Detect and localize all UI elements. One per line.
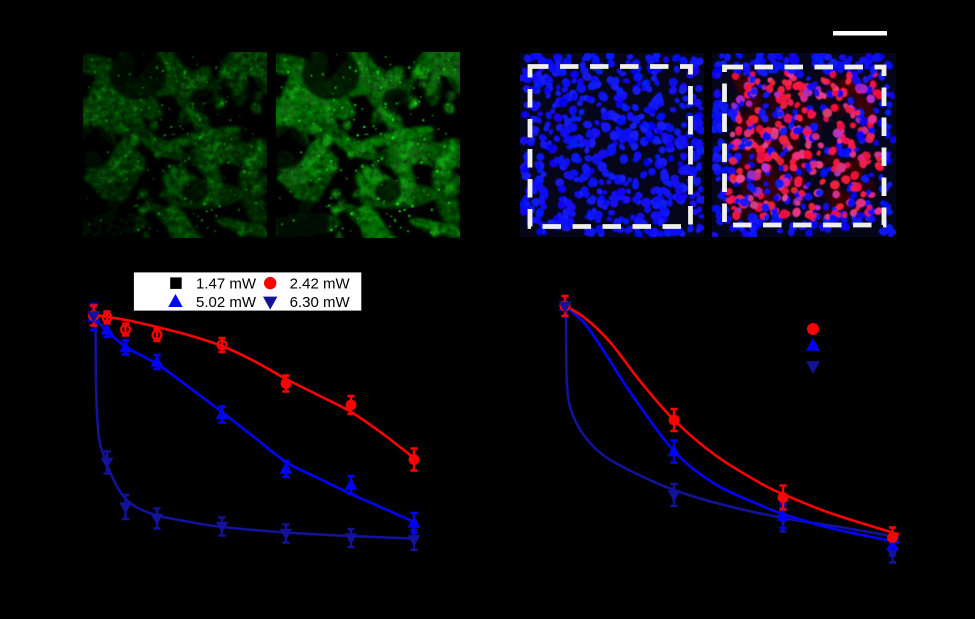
svg-text:6.30 mW: 6.30 mW bbox=[290, 294, 351, 311]
svg-text:5.02 mW: 5.02 mW bbox=[196, 294, 257, 311]
svg-text:1.47 mW: 1.47 mW bbox=[196, 276, 257, 293]
svg-text:2.42 mW: 2.42 mW bbox=[290, 276, 351, 293]
